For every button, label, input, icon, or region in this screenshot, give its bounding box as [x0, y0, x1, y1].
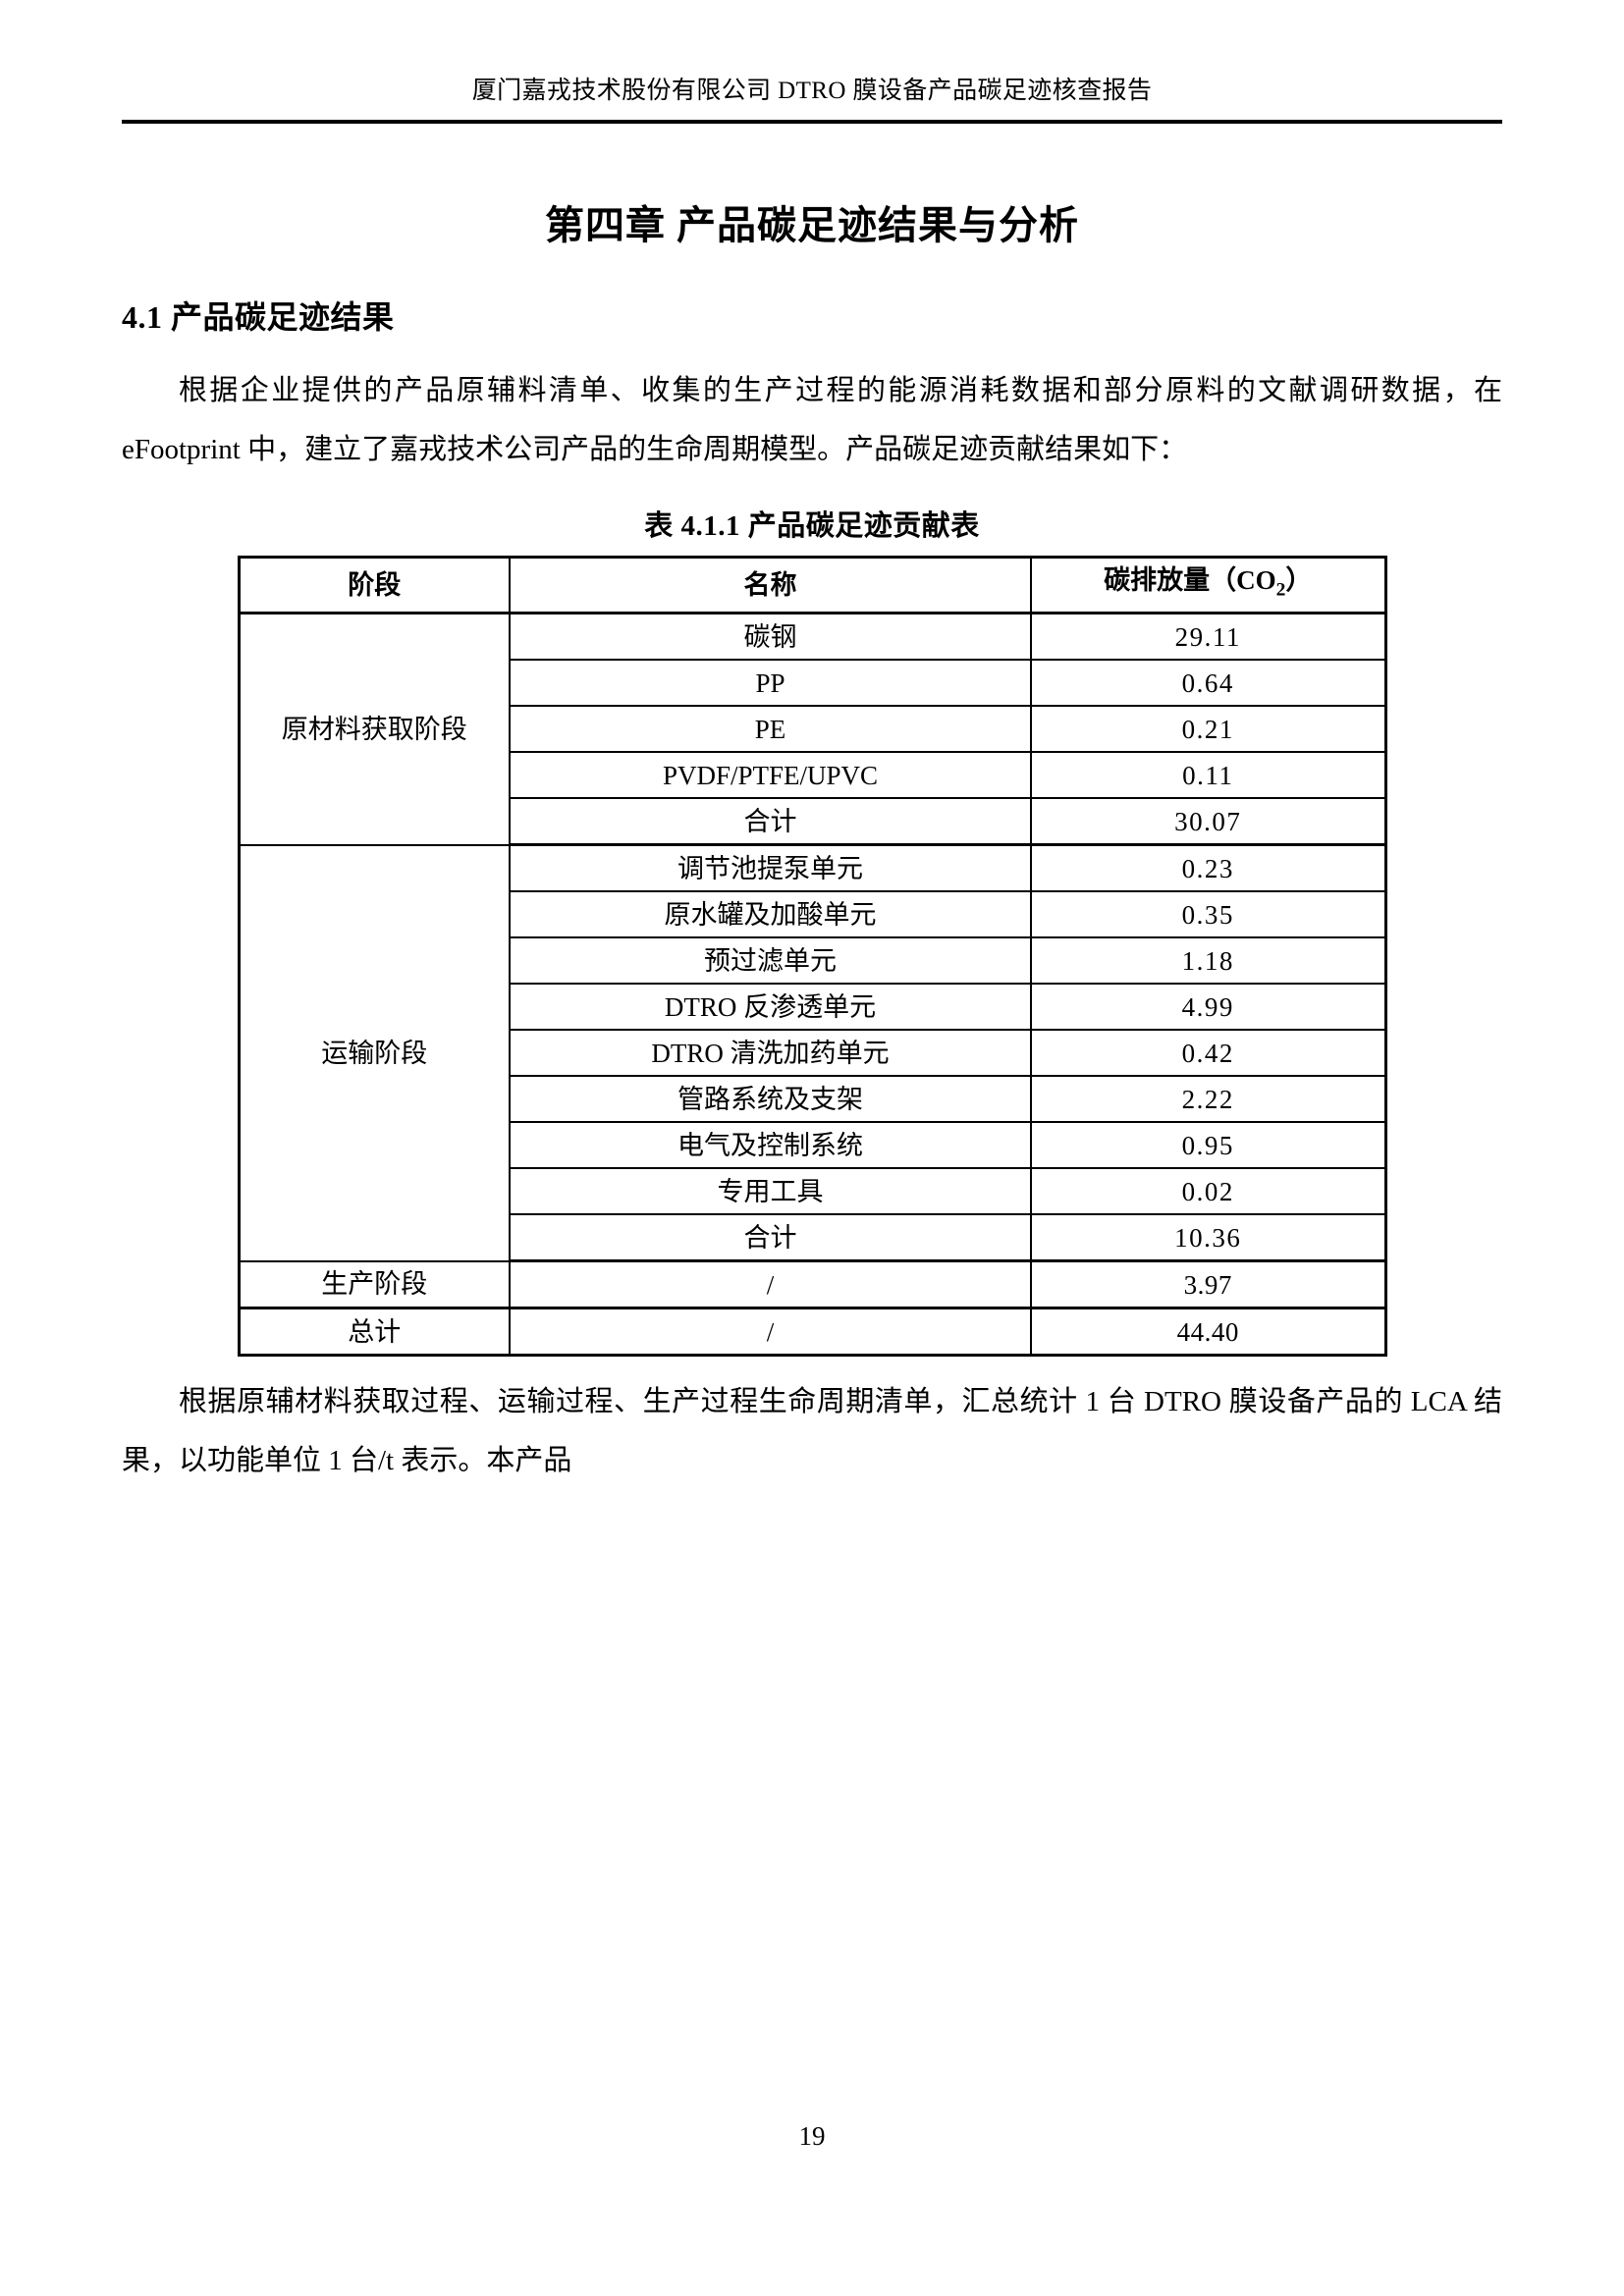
item-name-cell: PE [509, 705, 1032, 753]
stage-cell: 总计 [238, 1307, 511, 1357]
emission-header-suffix: ） [1285, 564, 1313, 595]
table-caption: 表 4.1.1 产品碳足迹贡献表 [644, 510, 980, 542]
emission-value-cell: 30.07 [1030, 797, 1386, 846]
table-row: 预过滤单元 1.18 [239, 936, 1386, 985]
emission-value-cell: 0.02 [1030, 1167, 1386, 1215]
table-row: 合计 10.36 [239, 1213, 1386, 1262]
table-row: PE 0.21 [239, 705, 1386, 753]
item-name-cell: PP [509, 659, 1032, 707]
table-row: 管路系统及支架 2.22 [239, 1075, 1386, 1123]
emission-value-cell: 0.21 [1030, 705, 1386, 753]
emission-value-cell: 4.99 [1030, 983, 1386, 1031]
column-header-emission: 碳排放量（CO2） [1030, 556, 1386, 614]
intro-paragraph: 根据企业提供的产品原辅料清单、收集的生产过程的能源消耗数据和部分原料的文献调研数… [122, 375, 1502, 465]
emission-header-prefix: 碳排放量（CO [1104, 564, 1276, 595]
item-name-cell: 调节池提泵单元 [509, 843, 1032, 892]
emission-value-cell: 1.18 [1030, 936, 1386, 985]
table-row: 总计/44.40 [238, 1307, 1386, 1357]
table-row: DTRO 反渗透单元 4.99 [239, 983, 1386, 1031]
emission-value-cell: 2.22 [1030, 1075, 1386, 1123]
emission-value-cell: 0.64 [1030, 659, 1386, 707]
table-body: 原材料获取阶段 碳钢 29.11 PP 0.64 PE 0.21 PVDF/PTFE/UPVC… [238, 612, 1386, 1357]
table-row: DTRO 清洗加药单元 0.42 [239, 1029, 1386, 1077]
item-name-cell: DTRO 反渗透单元 [509, 983, 1032, 1031]
item-name-cell: DTRO 清洗加药单元 [509, 1029, 1032, 1077]
stage-cell: 原材料获取阶段 [238, 612, 511, 846]
table-row: 原材料获取阶段 碳钢 29.11 [238, 612, 1386, 846]
emission-header-subscript: 2 [1275, 579, 1286, 601]
carbon-footprint-table: 阶段 名称 碳排放量（CO2） 原材料获取阶段 碳钢 29.11 PP 0.64 PE 0.… [237, 556, 1387, 1357]
page-number: 19 [798, 2121, 826, 2151]
header-divider-rule [122, 120, 1502, 124]
closing-paragraph: 根据原辅材料获取过程、运输过程、生产过程生命周期清单，汇总统计 1 台 DTRO… [122, 1386, 1502, 1476]
emission-value-cell: 3.97 [1030, 1259, 1386, 1309]
column-header-name: 名称 [509, 556, 1032, 614]
section-heading: 4.1 产品碳足迹结果 [122, 299, 395, 335]
table-row: 专用工具 0.02 [239, 1167, 1386, 1215]
emission-value-cell: 10.36 [1030, 1213, 1386, 1262]
item-name-cell: 合计 [509, 797, 1032, 846]
emission-value-cell: 0.42 [1030, 1029, 1386, 1077]
emission-value-cell: 44.40 [1030, 1307, 1386, 1357]
table-row: 运输阶段 调节池提泵单元 0.23 [238, 843, 1386, 1262]
emission-value-cell: 0.23 [1030, 843, 1386, 892]
item-name-cell: / [509, 1307, 1032, 1357]
stage-cell: 运输阶段 [238, 843, 511, 1262]
table-row: 原水罐及加酸单元 0.35 [239, 890, 1386, 938]
running-header: 厦门嘉戎技术股份有限公司 DTRO 膜设备产品碳足迹核查报告 [122, 75, 1502, 108]
running-header-text: 厦门嘉戎技术股份有限公司 DTRO 膜设备产品碳足迹核查报告 [471, 78, 1153, 104]
item-name-cell: 原水罐及加酸单元 [509, 890, 1032, 938]
table-row: PVDF/PTFE/UPVC 0.11 [239, 751, 1386, 799]
item-name-cell: / [509, 1259, 1032, 1309]
item-name-cell: 合计 [509, 1213, 1032, 1262]
emission-value-cell: 0.11 [1030, 751, 1386, 799]
stage-cell: 生产阶段 [238, 1259, 511, 1309]
emission-value-cell: 0.35 [1030, 890, 1386, 938]
item-name-cell: PVDF/PTFE/UPVC [509, 751, 1032, 799]
item-name-cell: 专用工具 [509, 1167, 1032, 1215]
column-header-stage: 阶段 [238, 556, 511, 614]
table-row: 合计 30.07 [239, 797, 1386, 846]
table-row: PP 0.64 [239, 659, 1386, 707]
item-name-cell: 管路系统及支架 [509, 1075, 1032, 1123]
item-name-cell: 碳钢 [509, 612, 1032, 661]
item-name-cell: 预过滤单元 [509, 936, 1032, 985]
page-content: 第四章 产品碳足迹结果与分析 4.1 产品碳足迹结果 根据企业提供的产品原辅料清… [122, 147, 1502, 1490]
emission-value-cell: 29.11 [1030, 612, 1386, 661]
table-header: 阶段 名称 碳排放量（CO2） [238, 556, 1386, 614]
table-row: 生产阶段/3.97 [238, 1259, 1386, 1309]
table-row: 电气及控制系统 0.95 [239, 1121, 1386, 1169]
item-name-cell: 电气及控制系统 [509, 1121, 1032, 1169]
emission-value-cell: 0.95 [1030, 1121, 1386, 1169]
table-header-row: 阶段 名称 碳排放量（CO2） [238, 556, 1386, 614]
chapter-title: 第四章 产品碳足迹结果与分析 [545, 203, 1079, 247]
